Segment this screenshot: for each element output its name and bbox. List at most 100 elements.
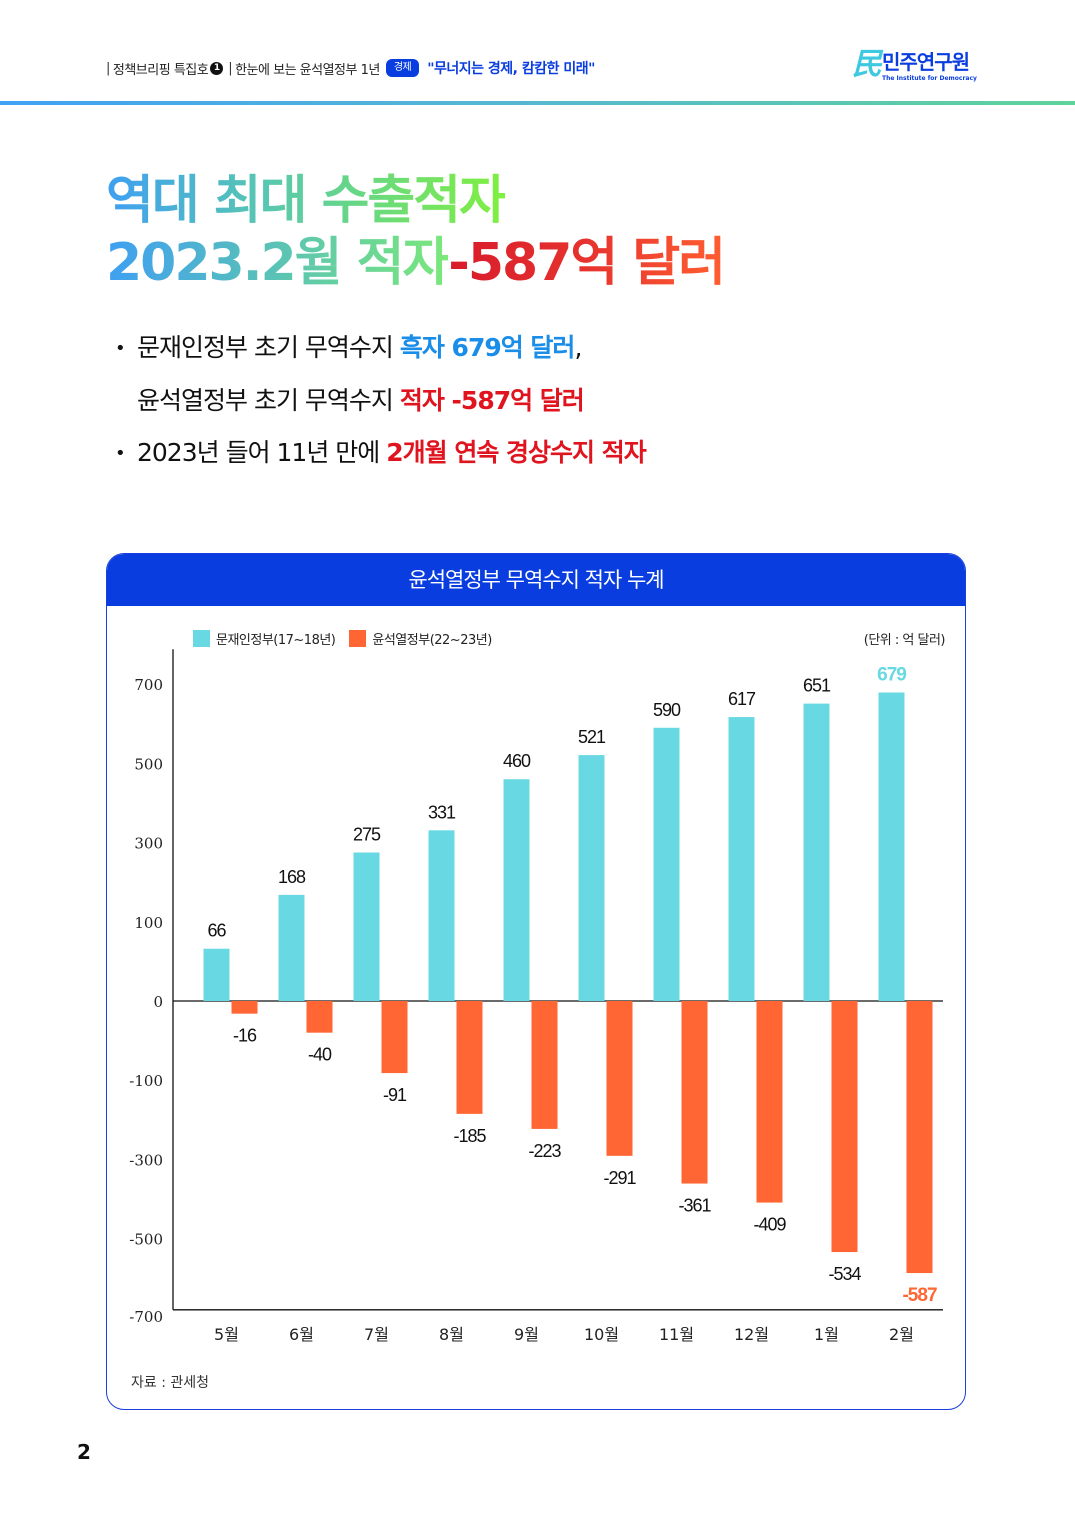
bullet-icon: • — [115, 443, 126, 464]
data-label: -223 — [528, 1141, 561, 1161]
x-tick-label: 6월 — [289, 1325, 314, 1344]
separator: | — [106, 60, 110, 76]
legend-label: 윤석열정부(22~23년) — [372, 633, 492, 648]
data-label: -361 — [678, 1196, 711, 1216]
bullet-item: • 2023년 들어 11년 만에 2개월 연속 경상수지 적자 — [115, 427, 647, 480]
bar-moon — [803, 703, 830, 1001]
data-label: 651 — [803, 676, 831, 696]
bar-yoon — [756, 1001, 783, 1203]
legend-swatch-yoon — [349, 630, 367, 647]
legend-label: 문재인정부(17~18년) — [216, 633, 336, 648]
data-label: 521 — [578, 727, 606, 747]
bar-moon — [428, 830, 455, 1001]
logo-name: 민주연구원 — [882, 50, 970, 74]
y-tick-label: 0 — [153, 993, 163, 1011]
title-line-2-amount: -587억 달러 — [448, 233, 726, 293]
bullet-highlight: 흑자 679억 달러 — [399, 333, 576, 362]
data-label: 590 — [653, 700, 681, 720]
bullet-text: 윤석열정부 초기 무역수지 — [137, 386, 400, 415]
header-subtitle: 한눈에 보는 윤석열정부 1년 — [235, 62, 380, 78]
bullet-tail: , — [574, 333, 582, 362]
page-title: 역대 최대 수출적자 2023.2월 적자 -587억 달러 — [106, 170, 726, 294]
bar-yoon — [381, 1001, 408, 1074]
bar-yoon — [231, 1001, 258, 1014]
page-number: 2 — [77, 1440, 91, 1464]
bar-moon — [878, 692, 905, 1001]
data-label: -91 — [383, 1085, 407, 1105]
chart-legend: 문재인정부(17~18년) 윤석열정부(22~23년) — [193, 629, 506, 648]
legend-item-yoon: 윤석열정부(22~23년) — [349, 629, 492, 648]
bar-yoon — [306, 1001, 333, 1033]
bar-moon — [653, 727, 680, 1001]
x-tick-label: 10월 — [584, 1325, 619, 1344]
bullet-text: 2023년 들어 11년 만에 — [137, 438, 387, 467]
bullet-icon: • — [115, 338, 126, 359]
header-divider — [0, 101, 1075, 105]
data-label: 679 — [877, 665, 906, 686]
bar-moon — [278, 894, 305, 1001]
data-label: 168 — [278, 867, 306, 887]
x-tick-label: 2월 — [889, 1325, 914, 1344]
bullet-item-continuation: 윤석열정부 초기 무역수지 적자 -587억 달러 — [115, 375, 646, 427]
y-tick-label: -300 — [129, 1151, 163, 1169]
x-tick-label: 11월 — [659, 1325, 694, 1344]
data-label: -534 — [828, 1264, 861, 1284]
logo: 民 민주연구원 The Institute for Democracy — [852, 48, 977, 88]
data-label: 460 — [503, 751, 531, 771]
legend-item-moon: 문재인정부(17~18년) — [193, 629, 336, 648]
data-label: -40 — [308, 1045, 332, 1065]
bullet-highlight: 적자 -587억 달러 — [399, 386, 585, 415]
bar-yoon — [906, 1001, 933, 1274]
bullet-item: • 문재인정부 초기 무역수지 흑자 679억 달러, — [115, 322, 646, 375]
data-label: 66 — [207, 921, 226, 941]
bullet-highlight: 2개월 연속 경상수지 적자 — [386, 438, 647, 467]
header-breadcrumb: | 정책브리핑 특집호 1 | 한눈에 보는 윤석열정부 1년 경제 "무너지는… — [103, 58, 595, 78]
bar-yoon — [531, 1001, 558, 1129]
y-tick-label: 100 — [134, 914, 163, 932]
y-tick-label: 700 — [134, 676, 163, 694]
bar-yoon — [456, 1001, 483, 1114]
bar-moon — [728, 717, 755, 1001]
logo-subtitle: The Institute for Democracy — [882, 75, 977, 82]
bar-moon — [578, 755, 605, 1001]
bar-yoon — [831, 1001, 858, 1253]
bar-moon — [353, 852, 380, 1001]
bullet-list: • 문재인정부 초기 무역수지 흑자 679억 달러, 윤석열정부 초기 무역수지… — [115, 322, 647, 480]
data-label: -409 — [753, 1215, 786, 1235]
chart-title: 윤석열정부 무역수지 적자 누계 — [107, 554, 965, 606]
y-tick-label: -100 — [129, 1072, 163, 1090]
title-line-2-date: 2023.2월 적자 — [106, 233, 450, 293]
x-tick-label: 12월 — [734, 1325, 769, 1344]
chart-card: 윤석열정부 무역수지 적자 누계 700 500 300 100 0 -100 -300 -5… — [106, 553, 966, 1410]
page-header: | 정책브리핑 특집호 1 | 한눈에 보는 윤석열정부 1년 경제 "무너지는… — [0, 0, 1075, 105]
header-quote: "무너지는 경제, 캄캄한 미래" — [427, 61, 595, 77]
data-label: 617 — [728, 689, 756, 709]
title-line-1: 역대 최대 수출적자 — [106, 171, 507, 231]
data-label: -16 — [233, 1026, 257, 1046]
category-badge: 경제 — [385, 59, 420, 77]
legend-swatch-moon — [193, 630, 210, 647]
bar-chart: 700 500 300 100 0 -100 -300 -500 -700 5월 66 -16 6월 16… — [129, 649, 943, 1344]
separator: | — [228, 60, 233, 76]
data-label: -587 — [902, 1285, 936, 1306]
x-tick-label: 5월 — [214, 1325, 239, 1344]
data-label: -291 — [603, 1168, 636, 1188]
source-note: 자료 : 관세청 — [131, 1375, 210, 1391]
data-label: -185 — [453, 1126, 486, 1146]
series-name: 정책브리핑 특집호 — [112, 62, 209, 78]
bar-yoon — [606, 1001, 633, 1156]
y-tick-label: -700 — [129, 1308, 163, 1326]
bar-moon — [503, 779, 530, 1001]
data-label: 275 — [353, 825, 381, 845]
x-tick-label: 8월 — [439, 1325, 464, 1344]
x-tick-label: 9월 — [514, 1325, 539, 1344]
unit-label: (단위 : 억 달러) — [863, 633, 946, 648]
x-tick-label: 7월 — [364, 1325, 389, 1344]
logo-mark-icon: 民 — [852, 47, 882, 82]
bullet-text: 문재인정부 초기 무역수지 — [137, 333, 400, 362]
y-tick-label: 300 — [134, 835, 163, 853]
y-tick-label: -500 — [129, 1231, 163, 1249]
bar-yoon — [681, 1001, 708, 1184]
x-tick-label: 1월 — [814, 1325, 839, 1344]
issue-number-badge: 1 — [210, 61, 224, 75]
